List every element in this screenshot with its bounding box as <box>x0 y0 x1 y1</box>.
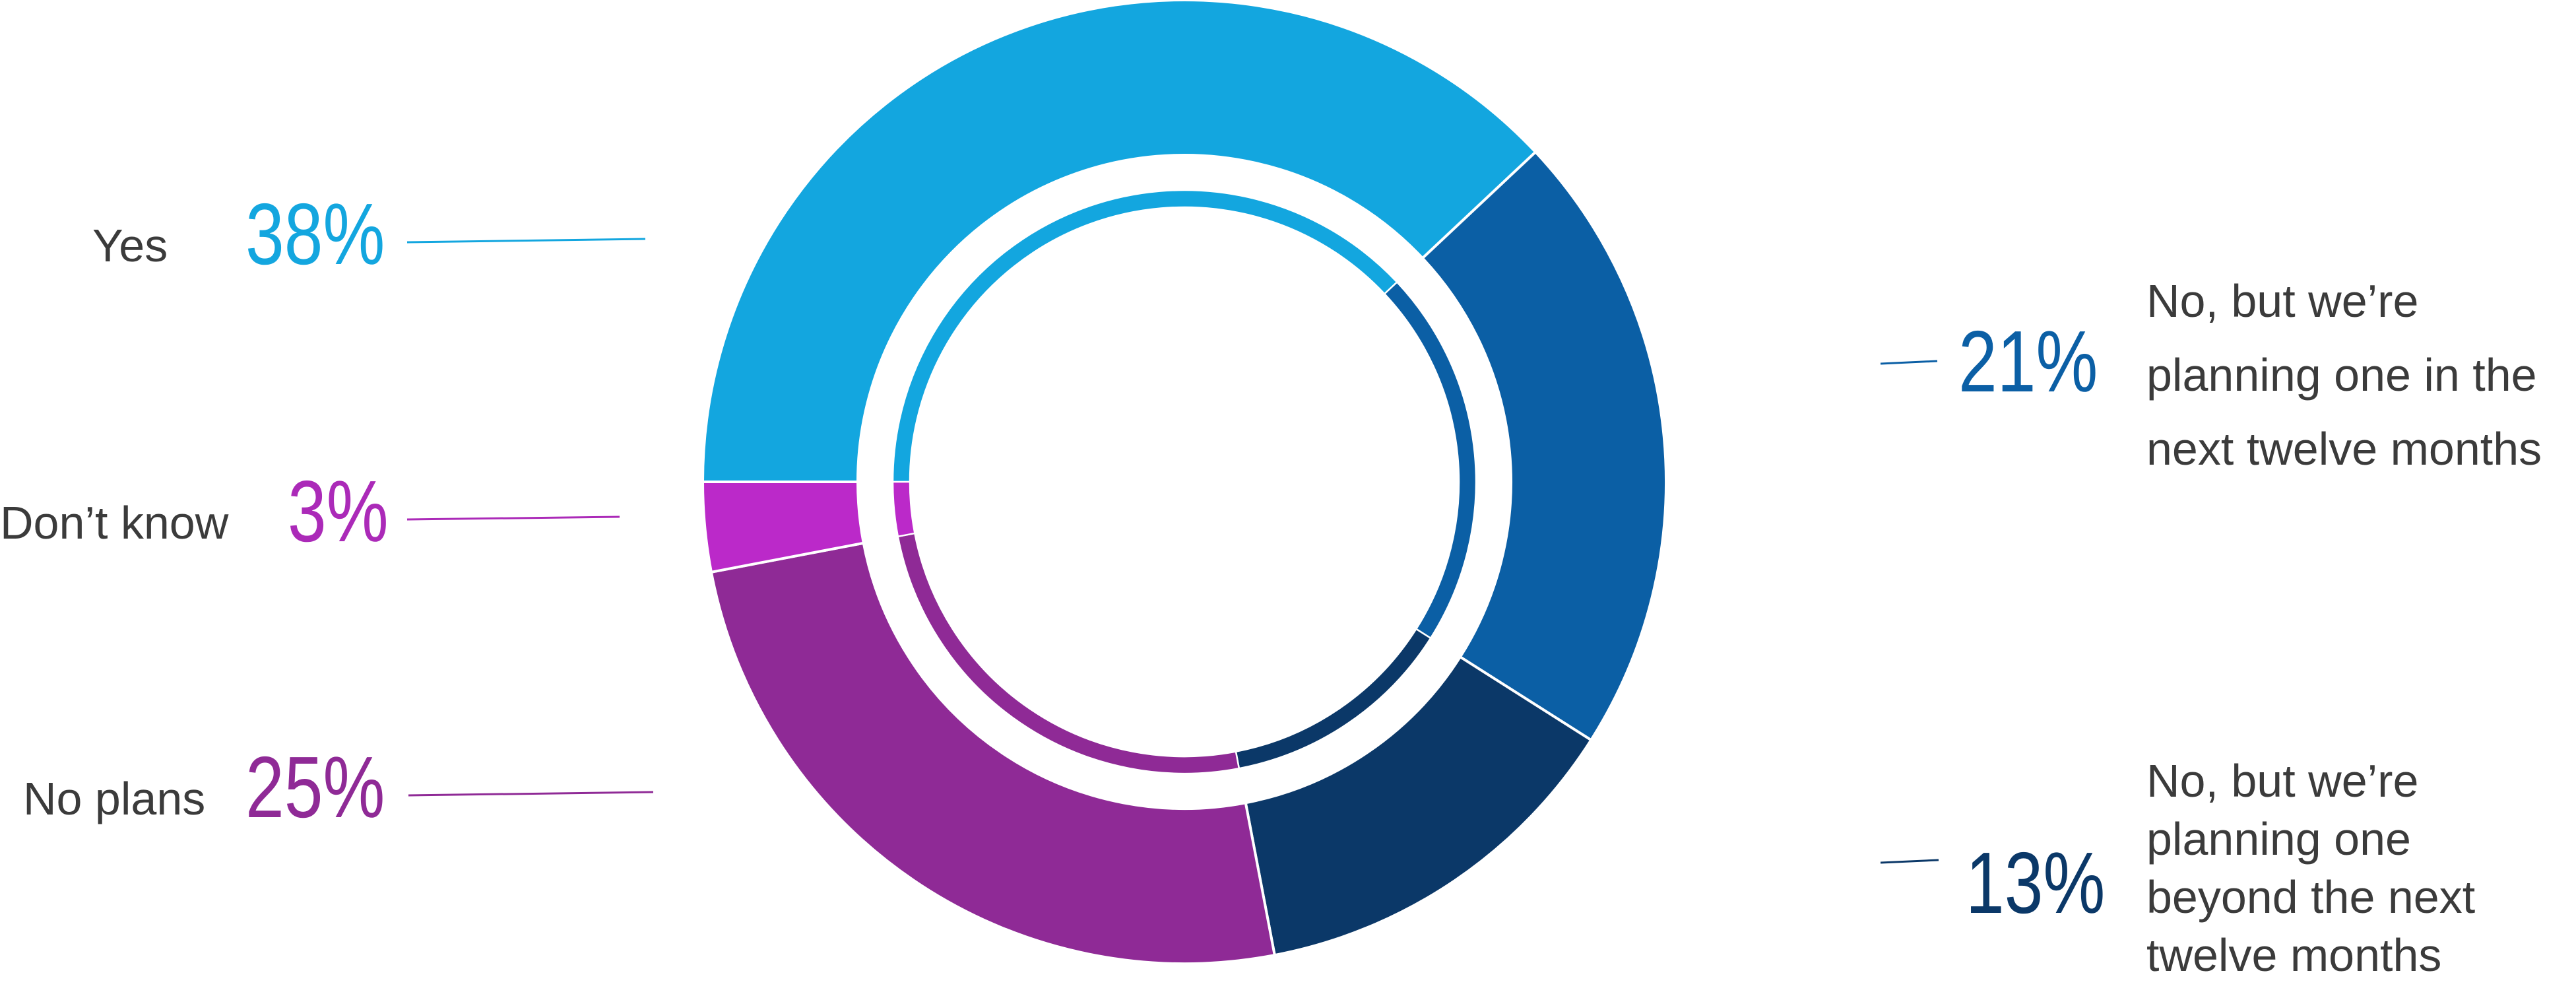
svg-text:13%: 13% <box>1966 835 2105 932</box>
svg-text:3%: 3% <box>288 463 389 560</box>
svg-text:planning one in the: planning one in the <box>2146 349 2537 401</box>
svg-text:21%: 21% <box>1958 314 2098 411</box>
svg-text:Yes: Yes <box>92 220 168 271</box>
svg-text:beyond the next: beyond the next <box>2146 871 2475 923</box>
svg-text:next twelve months: next twelve months <box>2146 423 2542 475</box>
svg-text:No, but we’re: No, but we’re <box>2146 275 2418 327</box>
svg-text:Don’t know: Don’t know <box>0 497 229 549</box>
svg-text:No plans: No plans <box>23 773 205 824</box>
svg-text:twelve months: twelve months <box>2146 929 2441 981</box>
svg-text:No, but we’re: No, but we’re <box>2146 755 2418 807</box>
svg-text:25%: 25% <box>245 739 385 836</box>
svg-text:planning one: planning one <box>2146 813 2411 865</box>
svg-text:38%: 38% <box>245 186 385 283</box>
